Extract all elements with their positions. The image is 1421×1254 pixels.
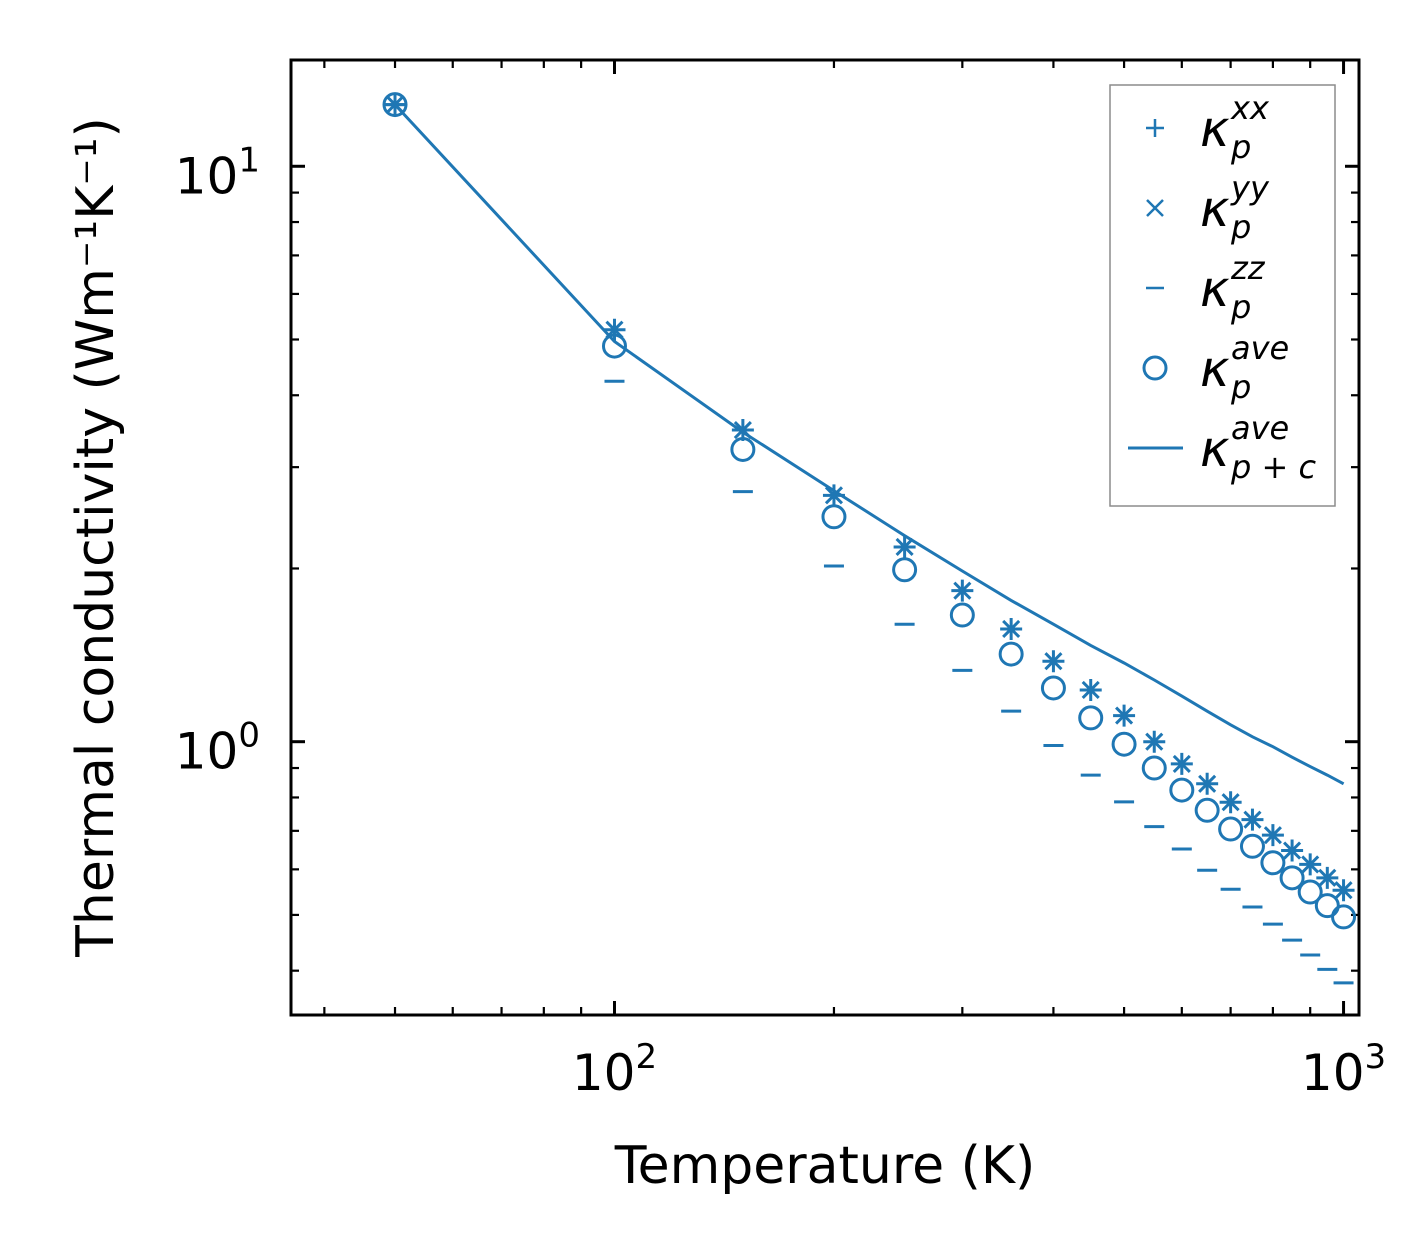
point-ave (1040, 675, 1066, 701)
point-ave (1141, 755, 1167, 781)
point-yy (1301, 855, 1320, 874)
legend-marker-yy (1146, 199, 1164, 217)
legend-label-ave: κ (1200, 340, 1230, 398)
legend-marker-ave (1142, 355, 1168, 381)
point-ave (1169, 777, 1195, 803)
legend-label-sup: ave (1231, 409, 1289, 447)
legend-label-sup: ave (1231, 329, 1289, 367)
legend-label-xx: κ (1200, 100, 1230, 158)
x-axis-label: Temperature (K) (614, 1136, 1036, 1196)
point-ave (1314, 893, 1340, 919)
point-ave (1194, 797, 1220, 823)
point-yy (1044, 652, 1063, 671)
legend-label-sub: p (1230, 368, 1251, 406)
y-axis-label: Thermal conductivity (Wm⁻¹K⁻¹) (66, 117, 126, 958)
point-ave (1111, 731, 1137, 757)
point-yy (895, 537, 914, 557)
legend-box (1109, 84, 1336, 507)
point-ave (1078, 705, 1104, 731)
point-yy (824, 486, 844, 505)
point-ave (601, 333, 627, 359)
series-ave_pc-line (393, 103, 1345, 786)
point-ave (382, 92, 408, 118)
point-yy (1145, 732, 1164, 751)
legend-label-yy: κ (1200, 180, 1230, 238)
point-yy (1198, 774, 1217, 793)
point-ave (892, 557, 918, 583)
point-ave (998, 641, 1024, 667)
point-yy (1334, 881, 1353, 900)
point-yy (1243, 810, 1262, 829)
point-yy (1081, 680, 1100, 700)
point-yy (1115, 706, 1134, 725)
point-ave (730, 436, 756, 462)
point-ave (1279, 865, 1305, 891)
point-ave (1260, 850, 1286, 876)
legend-label-sup: zz (1230, 249, 1266, 287)
legend-label-zz: κ (1200, 260, 1230, 318)
plot-frame (289, 58, 1361, 1017)
point-yy (1002, 619, 1021, 639)
data-layer (382, 92, 1357, 985)
x-tick-label: 103 (1301, 1037, 1386, 1102)
point-yy (1318, 868, 1337, 887)
point-yy (1172, 754, 1191, 773)
point-ave (821, 504, 847, 530)
legend-label-sub: p (1230, 288, 1251, 326)
legend-label-sub: p (1230, 128, 1251, 166)
legend-label-ave_pc: κ (1200, 420, 1230, 478)
point-yy (953, 581, 972, 600)
point-ave (1239, 833, 1265, 859)
x-tick-label: 102 (572, 1037, 657, 1102)
point-ave (1331, 904, 1357, 930)
legend-label-sub: p + c (1230, 448, 1316, 486)
legend-marker-xx (1146, 119, 1164, 137)
point-ave (949, 602, 975, 628)
legend-label-sub: p (1230, 208, 1251, 246)
point-yy (1221, 793, 1240, 812)
point-ave (1218, 816, 1244, 842)
point-yy (1283, 841, 1302, 860)
point-yy (1263, 826, 1282, 845)
tick-labels: 102 103 100 101 (175, 140, 1386, 1102)
legend-label-sup: yy (1230, 169, 1270, 207)
legend-label-sup: xx (1230, 89, 1270, 127)
point-ave (1297, 879, 1323, 905)
y-tick-label: 101 (175, 140, 260, 205)
y-tick-label: 100 (175, 716, 260, 781)
